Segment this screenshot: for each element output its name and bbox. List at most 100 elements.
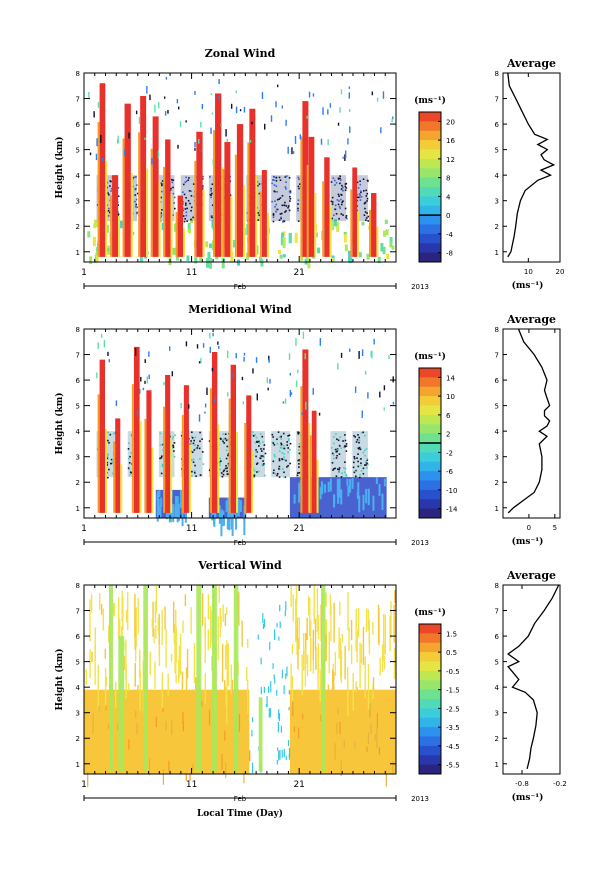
gap-echo-speckle bbox=[277, 747, 279, 752]
near-surface-wind-cell bbox=[279, 254, 283, 259]
rain-echo-speckle bbox=[332, 469, 334, 471]
low-level-flow-streak bbox=[231, 514, 234, 524]
strong-wind-column bbox=[99, 83, 106, 257]
rain-echo-speckle bbox=[357, 460, 359, 463]
gap-echo-speckle bbox=[269, 707, 271, 718]
gap-echo-speckle bbox=[279, 621, 281, 629]
near-surface-wind-cell bbox=[382, 246, 386, 255]
rain-echo-speckle bbox=[284, 476, 287, 479]
rain-echo-speckle bbox=[210, 194, 212, 196]
rain-echo-speckle bbox=[277, 431, 280, 433]
near-surface-wind-cell bbox=[230, 251, 234, 263]
rain-echo-speckle bbox=[276, 474, 278, 477]
profile-y-tick-label: 8 bbox=[495, 70, 499, 78]
rain-echo-speckle bbox=[173, 455, 176, 458]
near-surface-wind-cell bbox=[349, 257, 353, 264]
gap-echo-speckle bbox=[276, 623, 278, 628]
upper-level-echo bbox=[217, 616, 219, 661]
rain-echo-speckle bbox=[184, 181, 187, 184]
rain-echo-speckle bbox=[288, 177, 291, 179]
sparse-echo-speckle bbox=[392, 116, 394, 120]
strong-wind-column bbox=[112, 175, 119, 257]
rain-echo-speckle bbox=[334, 204, 337, 207]
strong-wind-column-edge bbox=[138, 132, 141, 257]
rain-echo-speckle bbox=[128, 457, 130, 460]
rain-echo-speckle bbox=[182, 215, 185, 217]
upper-level-echo bbox=[338, 627, 340, 659]
lower-level-updraft bbox=[369, 709, 371, 718]
y-axis-label: Height (km) bbox=[54, 392, 65, 454]
rain-echo-speckle bbox=[285, 175, 288, 177]
strong-wind-column-edge bbox=[376, 226, 379, 257]
colorbar-swatch bbox=[419, 149, 441, 160]
low-level-flow-streak bbox=[293, 494, 296, 504]
upper-level-echo bbox=[301, 654, 303, 696]
sparse-echo-speckle bbox=[225, 129, 227, 137]
sparse-echo-speckle bbox=[382, 91, 385, 99]
rain-echo-speckle bbox=[287, 464, 289, 467]
strong-wind-column bbox=[311, 410, 317, 513]
rain-echo-speckle bbox=[337, 193, 340, 196]
sparse-echo-speckle bbox=[107, 351, 109, 356]
low-level-flow-streak bbox=[228, 516, 231, 531]
sparse-echo-speckle bbox=[97, 342, 99, 350]
strong-wind-column-edge bbox=[316, 459, 319, 513]
heatmap-field bbox=[87, 77, 395, 269]
rain-echo-speckle bbox=[226, 445, 229, 448]
rain-echo-speckle bbox=[253, 475, 256, 478]
rain-echo-speckle bbox=[222, 470, 225, 473]
rain-echo-speckle bbox=[282, 221, 284, 223]
sparse-echo-speckle bbox=[361, 349, 364, 356]
gap-echo-speckle bbox=[283, 685, 285, 694]
rain-echo-speckle bbox=[109, 185, 111, 187]
rain-echo-speckle bbox=[254, 434, 256, 436]
upper-level-echo bbox=[98, 593, 101, 610]
strong-wind-column-edge bbox=[244, 422, 247, 513]
rain-echo-speckle bbox=[334, 184, 336, 186]
colorbar-swatch bbox=[419, 670, 441, 681]
near-surface-wind-cell bbox=[294, 232, 298, 244]
strong-wind-column-edge bbox=[150, 148, 153, 257]
x-tick-label: 1 bbox=[81, 780, 87, 790]
rain-echo-speckle bbox=[358, 476, 361, 479]
rain-echo-speckle bbox=[357, 465, 360, 468]
rain-echo-speckle bbox=[185, 204, 187, 206]
sparse-echo-speckle bbox=[146, 376, 149, 384]
rain-echo-speckle bbox=[227, 464, 230, 467]
sparse-echo-speckle bbox=[304, 353, 306, 360]
upper-level-echo bbox=[334, 651, 337, 676]
rain-echo-speckle bbox=[190, 190, 192, 193]
rain-echo-speckle bbox=[360, 190, 362, 193]
y-tick-label: 4 bbox=[76, 684, 81, 692]
upper-level-echo bbox=[134, 662, 136, 687]
rain-echo-speckle bbox=[224, 433, 227, 436]
profile-x-label: (ms⁻¹) bbox=[512, 280, 544, 291]
rain-echo-speckle bbox=[278, 219, 281, 221]
profile-y-tick-label: 3 bbox=[495, 454, 499, 462]
colorbar-swatch bbox=[419, 405, 441, 416]
upper-level-echo bbox=[219, 607, 221, 638]
rain-echo-speckle bbox=[362, 431, 365, 434]
rain-echo-speckle bbox=[171, 438, 174, 440]
rain-echo-speckle bbox=[129, 473, 132, 476]
low-level-flow-streak bbox=[327, 481, 330, 493]
rain-echo-speckle bbox=[208, 440, 211, 442]
upper-level-echo bbox=[292, 594, 294, 622]
sparse-echo-speckle bbox=[320, 138, 323, 145]
rain-echo-speckle bbox=[340, 193, 342, 196]
rain-echo-speckle bbox=[219, 462, 221, 464]
sparse-echo-speckle bbox=[235, 106, 238, 114]
rain-echo-speckle bbox=[338, 467, 341, 469]
gap-echo-speckle bbox=[263, 618, 266, 628]
rain-echo-speckle bbox=[296, 474, 299, 477]
low-level-flow-streak bbox=[231, 516, 234, 536]
rain-echo-speckle bbox=[278, 458, 281, 460]
colorbar-tick-label: -14 bbox=[446, 506, 458, 514]
upper-level-echo bbox=[359, 642, 361, 689]
sparse-echo-speckle bbox=[289, 389, 292, 397]
upper-level-echo bbox=[379, 657, 381, 676]
rain-echo-speckle bbox=[107, 439, 109, 442]
rain-echo-speckle bbox=[342, 200, 344, 202]
rain-echo-speckle bbox=[365, 195, 368, 197]
rain-echo-speckle bbox=[199, 474, 202, 476]
